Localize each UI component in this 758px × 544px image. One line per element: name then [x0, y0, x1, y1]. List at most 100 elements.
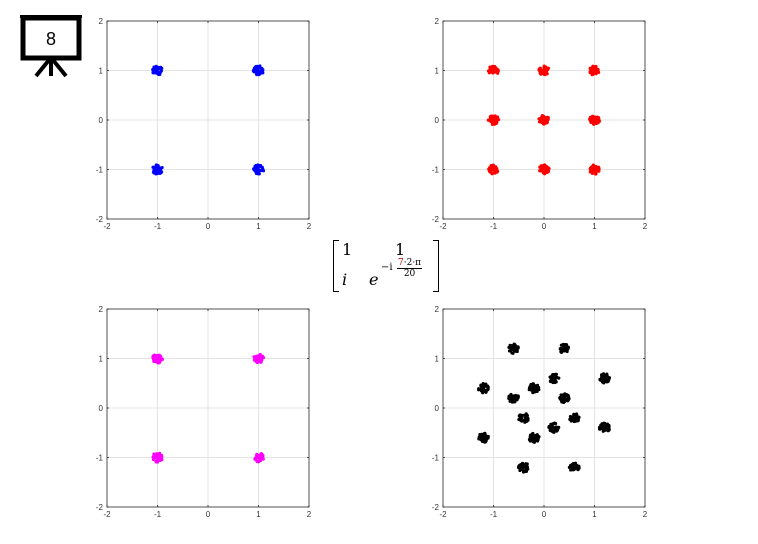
- data-point: [552, 426, 556, 430]
- data-point: [157, 65, 161, 70]
- data-point: [252, 68, 256, 72]
- matrix-cell-r1c2: 1: [395, 240, 406, 259]
- data-point: [535, 434, 539, 439]
- matrix-cell-r2c2: e −i 7·2·π 20: [369, 258, 423, 289]
- data-point: [537, 388, 541, 392]
- y-tick-label: 1: [435, 355, 440, 364]
- x-tick-label: 1: [256, 510, 261, 519]
- data-point: [532, 390, 536, 394]
- data-point: [156, 167, 161, 171]
- data-point: [596, 165, 601, 169]
- x-tick-label: 0: [542, 510, 547, 519]
- y-tick-label: 1: [99, 67, 104, 76]
- x-tick-label: -1: [154, 222, 162, 231]
- data-point: [154, 459, 158, 463]
- data-point: [495, 117, 500, 121]
- data-point: [545, 72, 549, 76]
- x-tick-label: 1: [256, 222, 261, 231]
- data-point: [597, 70, 601, 74]
- data-cluster: [507, 342, 520, 355]
- data-point: [565, 349, 569, 353]
- data-point: [591, 164, 595, 169]
- data-point: [490, 168, 495, 172]
- y-tick-label: 2: [99, 17, 104, 26]
- plot-svg: -2 -1 0 1 2 2 1 0 -1 -2: [96, 305, 312, 519]
- data-point: [480, 439, 485, 444]
- data-cluster: [151, 353, 164, 365]
- data-point: [604, 380, 609, 384]
- data-point: [570, 418, 575, 422]
- data-point: [607, 377, 611, 382]
- data-cluster: [558, 392, 571, 405]
- data-point: [152, 453, 156, 457]
- data-cluster: [538, 163, 551, 176]
- data-point: [541, 167, 545, 171]
- data-cluster: [567, 461, 581, 472]
- data-point: [153, 69, 157, 74]
- data-cluster: [507, 392, 520, 404]
- data-point: [490, 120, 494, 124]
- y-tick-label: -2: [96, 503, 104, 512]
- data-point: [481, 383, 485, 388]
- data-point: [157, 458, 161, 462]
- data-point: [493, 166, 497, 170]
- data-point: [159, 69, 163, 73]
- data-point: [592, 68, 596, 72]
- data-point: [531, 433, 535, 437]
- data-point: [572, 415, 577, 419]
- y-tick-label: 0: [99, 404, 104, 413]
- data-cluster: [517, 412, 530, 424]
- x-tick-label: -1: [490, 510, 498, 519]
- data-point: [562, 393, 566, 397]
- data-point: [259, 451, 263, 456]
- data-point: [516, 394, 520, 398]
- data-cluster: [598, 372, 612, 385]
- data-point: [571, 467, 575, 472]
- y-tick-label: 1: [435, 67, 440, 76]
- data-cluster: [548, 372, 561, 385]
- data-point: [152, 358, 157, 362]
- data-point: [152, 66, 156, 70]
- matrix-cell-r1c1: 1: [342, 240, 353, 259]
- data-point: [555, 375, 559, 380]
- data-point: [481, 386, 485, 390]
- data-point: [156, 164, 160, 168]
- data-point: [153, 165, 157, 170]
- data-point: [514, 344, 518, 349]
- data-point: [590, 171, 595, 176]
- data-point: [535, 439, 540, 443]
- exp-numerator-rest: ·2·π: [403, 258, 422, 268]
- data-point: [557, 425, 561, 429]
- data-point: [257, 169, 261, 174]
- data-point: [600, 422, 604, 426]
- data-point: [486, 69, 491, 73]
- data-point: [548, 379, 552, 383]
- data-cluster: [588, 114, 601, 126]
- data-point: [550, 422, 555, 426]
- data-point: [528, 434, 532, 439]
- y-tick-label: 0: [99, 116, 104, 125]
- data-point: [259, 354, 264, 359]
- data-point: [591, 71, 595, 75]
- data-point: [493, 171, 497, 175]
- x-tick-label: 0: [542, 222, 547, 231]
- data-point: [489, 164, 493, 168]
- data-point: [521, 465, 526, 469]
- y-tick-label: 2: [435, 305, 440, 314]
- data-point: [540, 115, 544, 120]
- data-point: [151, 455, 155, 459]
- plot-svg: -2 -1 0 1 2 2 1 0 -1 -2: [432, 305, 648, 519]
- y-tick-label: -1: [432, 166, 440, 175]
- data-cluster: [527, 431, 541, 444]
- plot-svg: -2 -1 0 1 2 2 1 0 -1 -2: [96, 17, 312, 231]
- data-cluster: [487, 163, 500, 176]
- slide-number: 8: [45, 29, 56, 49]
- data-point: [553, 379, 557, 383]
- data-point: [524, 416, 528, 420]
- data-point: [527, 437, 532, 442]
- data-cluster: [547, 421, 561, 434]
- data-point: [484, 439, 488, 443]
- y-tick-label: 0: [435, 404, 440, 413]
- data-point: [508, 399, 512, 403]
- data-point: [528, 385, 532, 389]
